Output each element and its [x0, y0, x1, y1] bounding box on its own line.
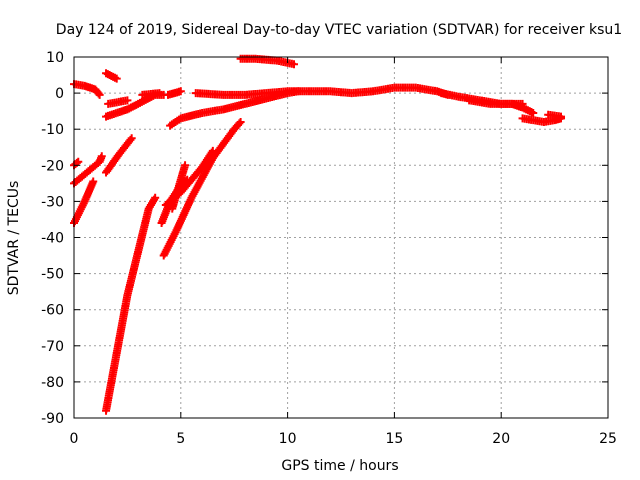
y-tick-label: -30 — [41, 194, 64, 210]
data-point — [557, 112, 566, 121]
data-point — [95, 90, 104, 99]
data-point — [94, 89, 103, 98]
y-tick-label: -20 — [41, 158, 64, 174]
y-tick-label: 10 — [46, 50, 64, 66]
chart-title: Day 124 of 2019, Sidereal Day-to-day VTE… — [56, 22, 622, 38]
data-series-track-22 — [168, 161, 190, 213]
y-axis-label: SDTVAR / TECUs — [6, 181, 22, 296]
data-series-track-17 — [102, 134, 136, 177]
data-point — [112, 74, 121, 83]
data-point — [235, 119, 244, 128]
data-point — [529, 108, 538, 117]
y-tick-label: -10 — [41, 122, 64, 138]
x-tick-label: 0 — [70, 431, 79, 447]
data-point — [97, 152, 106, 161]
y-tick-label: -90 — [41, 411, 64, 427]
x-axis-label: GPS time / hours — [281, 458, 398, 474]
data-point — [123, 96, 132, 105]
data-point — [74, 157, 83, 166]
data-point — [155, 89, 164, 98]
data-series-track-16 — [70, 177, 98, 228]
axis-ticks: 0 5 10 15 20 25 10 0 -10 -20 -30 -40 -50 -60 -70 -80 -90 — [41, 50, 617, 447]
data-point — [89, 177, 98, 186]
data-point — [127, 134, 136, 143]
data-point — [176, 87, 185, 96]
x-tick-label: 20 — [492, 431, 510, 447]
data-series-track-1 — [70, 80, 104, 99]
data-point — [208, 146, 217, 155]
x-tick-label: 25 — [599, 431, 617, 447]
y-tick-label: 0 — [55, 86, 64, 102]
data-series-track-2 — [102, 69, 121, 83]
x-tick-label: 15 — [385, 431, 403, 447]
data-series-track-10 — [465, 96, 538, 117]
data-series-track-18 — [102, 193, 160, 415]
data-point — [236, 117, 245, 126]
y-tick-label: -70 — [41, 339, 64, 355]
data-series-track-3 — [104, 96, 132, 108]
data-point — [290, 60, 299, 69]
y-tick-label: -60 — [41, 303, 64, 319]
y-tick-label: -50 — [41, 267, 64, 283]
data-point — [151, 193, 160, 202]
x-tick-label: 5 — [176, 431, 185, 447]
data-series-track-15 — [70, 152, 106, 188]
data-series-track-12 — [544, 110, 566, 121]
data-point — [181, 161, 190, 170]
data-series-track-5 — [138, 89, 164, 99]
y-tick-label: -80 — [41, 375, 64, 391]
data-series-track-8 — [191, 83, 452, 99]
data-markers — [70, 54, 566, 415]
data-series-track-7 — [166, 87, 303, 130]
data-series-track-14 — [70, 157, 83, 170]
data-series-track-20 — [159, 117, 245, 260]
data-point — [126, 135, 135, 144]
data-series-track-6 — [163, 87, 185, 99]
y-tick-label: -40 — [41, 231, 64, 247]
x-tick-label: 10 — [279, 431, 297, 447]
